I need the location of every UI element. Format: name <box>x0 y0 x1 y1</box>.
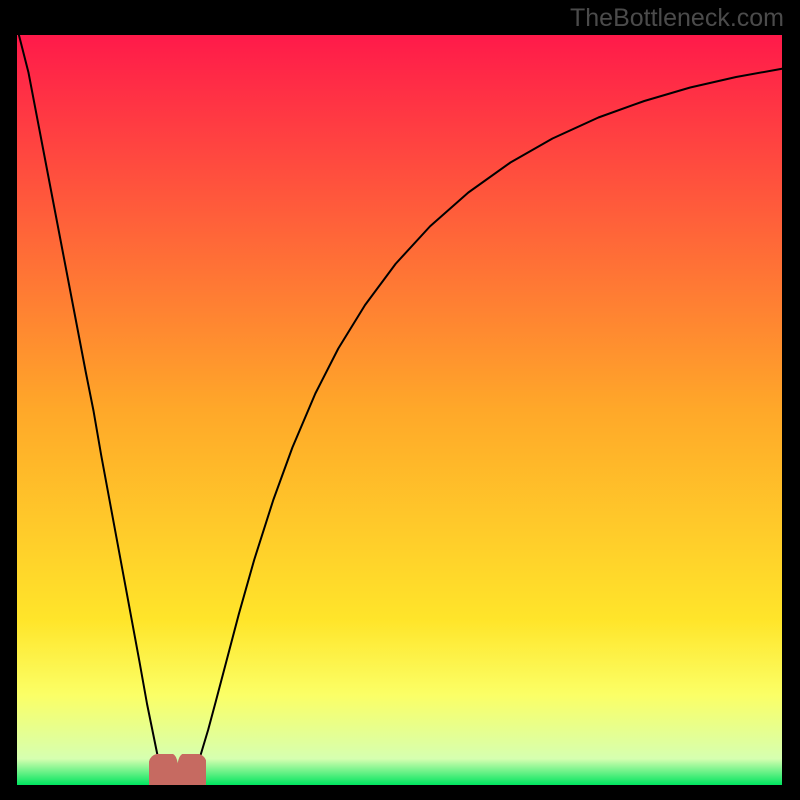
watermark-text: TheBottleneck.com <box>570 4 784 33</box>
chart-stage: TheBottleneck.com <box>0 0 800 800</box>
plot-area <box>17 35 782 785</box>
optimum-marker <box>149 754 206 786</box>
curve-svg <box>17 35 782 785</box>
bottleneck-curve <box>17 28 782 786</box>
optimum-marker-shape <box>149 754 206 786</box>
